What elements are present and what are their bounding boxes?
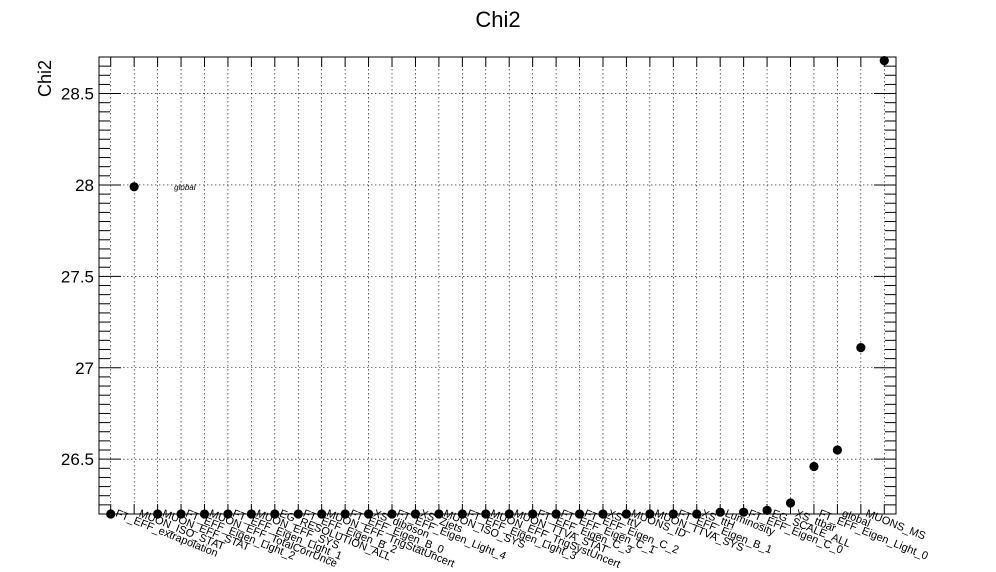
- data-point: [387, 509, 397, 519]
- data-point: [363, 509, 374, 519]
- data-point: [223, 509, 233, 519]
- annotations: global: [174, 183, 196, 192]
- data-point: [340, 509, 350, 519]
- y-tick-label: 28.5: [61, 85, 94, 104]
- y-axis-title: Chi2: [35, 60, 55, 97]
- data-point: [621, 509, 632, 519]
- y-tick-label: 27: [75, 359, 94, 378]
- y-tick-label: 26.5: [61, 450, 94, 469]
- data-points: [106, 56, 889, 519]
- data-point: [809, 461, 819, 472]
- data-point: [645, 509, 655, 519]
- chart-title: Chi2: [475, 7, 520, 32]
- data-point: [199, 509, 210, 519]
- data-point: [879, 56, 889, 66]
- y-axis: 26.5 27 27.5 28 28.5: [61, 56, 896, 506]
- data-point: [715, 507, 725, 517]
- data-point: [832, 445, 842, 455]
- data-point: [785, 498, 796, 508]
- data-point: [692, 509, 702, 519]
- data-point: [551, 509, 561, 519]
- data-point: [574, 509, 585, 519]
- data-point: [270, 509, 280, 519]
- y-tick-label: 27.5: [61, 267, 94, 286]
- data-point: [528, 509, 538, 519]
- y-tick-label: 28: [75, 176, 94, 195]
- data-point: [293, 509, 303, 519]
- data-point: [457, 509, 467, 519]
- data-point: [668, 509, 678, 519]
- data-point: [598, 509, 608, 519]
- data-point: [410, 509, 421, 519]
- data-point: [504, 509, 514, 519]
- data-point: [106, 509, 116, 519]
- data-point: [481, 509, 491, 519]
- data-point: [856, 343, 866, 353]
- data-point: [762, 505, 772, 515]
- data-point: [246, 509, 256, 519]
- data-point: [176, 509, 186, 519]
- data-point: [317, 509, 327, 519]
- data-point: [129, 182, 139, 192]
- data-point: [153, 509, 163, 519]
- data-point: [739, 507, 749, 517]
- grid-layer: [99, 57, 896, 514]
- data-point: [434, 509, 444, 519]
- point-annotation: global: [174, 183, 196, 192]
